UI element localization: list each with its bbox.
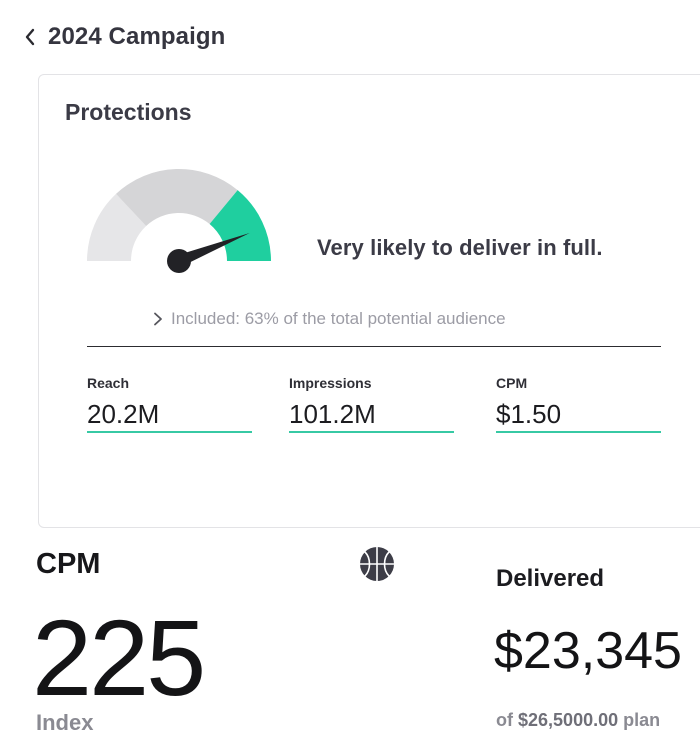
metric-reach: Reach 20.2M <box>87 375 252 433</box>
gauge-segment-mid <box>116 169 238 227</box>
included-text: Included: 63% of the total potential aud… <box>171 309 506 328</box>
cpm-title: CPM <box>36 548 101 580</box>
metric-label: Reach <box>87 375 130 391</box>
metric-value: $1.50 <box>496 399 562 429</box>
plan-line: of $26,5000.00 plan <box>496 710 660 731</box>
protections-card: Protections Very likely to deliver in fu… <box>38 74 700 528</box>
metric-label: Impressions <box>289 375 372 391</box>
delivered-value: $23,345 <box>494 622 682 680</box>
metric-impressions: Impressions 101.2M <box>289 375 454 433</box>
chevron-left-icon <box>25 28 35 46</box>
metric-value: 101.2M <box>289 399 376 429</box>
delivery-gauge <box>87 169 271 273</box>
cpm-unit: Index <box>36 710 94 735</box>
plan-prefix: of <box>496 710 513 730</box>
metric-underline <box>87 431 252 433</box>
metric-value: 20.2M <box>87 399 160 429</box>
gauge-segment-low <box>87 193 147 261</box>
cpm-value: 225 <box>32 597 206 718</box>
included-toggle[interactable]: Included: 63% of the total potential aud… <box>153 309 506 329</box>
metric-label: CPM <box>496 375 528 391</box>
delivered-title: Delivered <box>496 565 605 592</box>
basketball-icon <box>359 546 395 582</box>
gauge-needle <box>167 233 250 273</box>
page-title: 2024 Campaign <box>48 23 226 50</box>
metric-underline <box>496 431 661 433</box>
delivery-status: Very likely to deliver in full. <box>317 235 603 260</box>
back-button[interactable] <box>24 28 36 46</box>
metric-cpm: CPM $1.50 <box>496 375 661 433</box>
divider <box>87 346 661 347</box>
plan-suffix: plan <box>623 710 661 730</box>
metric-underline <box>289 431 454 433</box>
plan-amount: $26,5000.00 <box>518 710 619 730</box>
protections-title: Protections <box>65 99 192 125</box>
page-header: 2024 Campaign <box>24 20 225 54</box>
chevron-right-icon <box>154 312 162 326</box>
